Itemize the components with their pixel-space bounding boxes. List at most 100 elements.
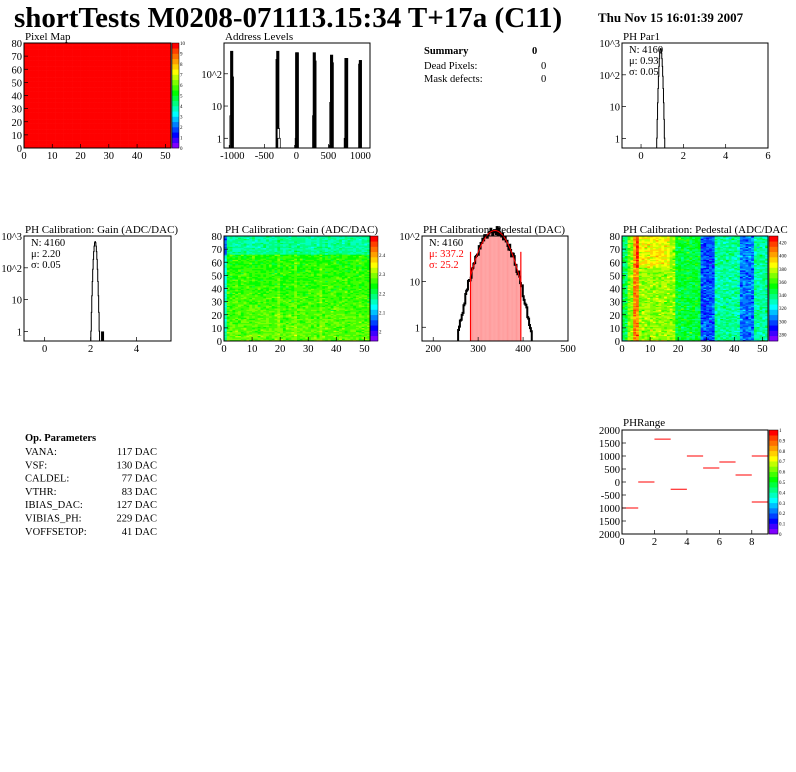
heatmap-cell	[91, 128, 95, 130]
heatmap-cell	[117, 50, 121, 53]
heatmap-cell	[43, 60, 47, 62]
heatmap-cell	[97, 120, 101, 123]
heatmap-cell	[122, 136, 127, 138]
heatmap-cell	[128, 43, 132, 45]
heatmap-cell	[49, 62, 53, 65]
heatmap-cell	[97, 62, 101, 65]
heatmap-cell	[40, 75, 45, 78]
heatmap-cell	[89, 83, 93, 86]
heatmap-cell	[125, 142, 129, 145]
heatmap-cell	[117, 74, 121, 77]
heatmap-cell	[49, 43, 53, 45]
heatmap-cell	[77, 78, 81, 81]
heatmap-cell	[103, 44, 107, 46]
heatmap-cell	[77, 92, 81, 95]
heatmap-cell	[128, 119, 132, 121]
heatmap-cell	[100, 66, 104, 69]
heatmap-cell	[114, 121, 118, 124]
heatmap-cell	[72, 125, 76, 128]
heatmap-cell	[103, 73, 107, 75]
heatmap-cell	[105, 130, 110, 133]
heatmap-cell	[69, 140, 73, 142]
heatmap-cell	[72, 132, 76, 134]
heatmap-cell	[52, 107, 56, 109]
heatmap-cell	[125, 53, 129, 56]
stats-entries: N: 4160	[629, 45, 663, 56]
heatmap-cell	[38, 130, 42, 133]
heatmap-cell	[120, 108, 124, 111]
heatmap-cell	[24, 109, 28, 112]
y-tick-label: 10^2	[599, 71, 620, 82]
heatmap-cell	[43, 85, 47, 87]
heatmap-cell	[120, 127, 124, 129]
heatmap-cell	[46, 85, 50, 87]
heatmap-cell	[105, 77, 110, 79]
heatmap-cell	[117, 108, 121, 111]
heatmap-cell	[122, 62, 127, 65]
heatmap-cell	[74, 119, 79, 121]
heatmap-cell	[32, 50, 36, 53]
heatmap-cell	[49, 121, 53, 124]
heatmap-cell	[120, 78, 124, 81]
heatmap-cell	[100, 141, 104, 144]
heatmap-cell	[77, 85, 81, 87]
heatmap-cell	[55, 95, 59, 98]
heatmap-cell	[83, 54, 87, 57]
heatmap-cell	[125, 44, 129, 46]
heatmap-cell	[38, 61, 42, 63]
heatmap-cell	[63, 77, 67, 79]
heatmap-cell	[29, 98, 33, 100]
heatmap-cell	[120, 77, 124, 79]
heatmap-cell	[32, 123, 36, 125]
heatmap-cell	[60, 71, 64, 74]
heatmap-cell	[128, 92, 132, 95]
heatmap-cell	[46, 144, 50, 146]
heatmap-cell	[111, 100, 115, 103]
heatmap-cell	[40, 109, 45, 112]
heatmap-cell	[57, 66, 62, 69]
heatmap-cell	[100, 67, 104, 70]
heatmap-cell	[74, 134, 79, 137]
heatmap-cell	[35, 137, 39, 140]
heatmap-cell	[32, 78, 36, 81]
heatmap-cell	[26, 69, 30, 71]
heatmap-cell	[128, 82, 132, 84]
heatmap-cell	[72, 141, 76, 144]
heatmap-cell	[94, 129, 98, 132]
heatmap-cell	[77, 43, 81, 45]
heatmap-cell	[55, 69, 59, 71]
heatmap-cell	[128, 58, 132, 61]
heatmap-cell	[80, 66, 84, 69]
heatmap-cell	[52, 112, 56, 115]
heatmap-cell	[97, 130, 101, 133]
colorbar-tick-label: 6	[180, 84, 183, 89]
heatmap-cell	[111, 50, 115, 53]
heatmap-cell	[128, 134, 132, 137]
heatmap-cell	[122, 95, 127, 98]
heatmap-cell	[77, 67, 81, 70]
heatmap-cell	[86, 106, 90, 108]
heatmap-cell	[74, 107, 79, 109]
heatmap-cell	[105, 48, 110, 50]
heatmap-cell	[35, 92, 39, 95]
heatmap-cell	[111, 73, 115, 75]
heatmap-cell	[120, 123, 124, 125]
heatmap-cell	[43, 71, 47, 74]
heatmap-cell	[35, 106, 39, 108]
heatmap-cell	[105, 123, 110, 125]
heatmap-cell	[108, 116, 112, 119]
heatmap-cell	[91, 133, 95, 136]
heatmap-cell	[131, 44, 135, 46]
heatmap-cell	[60, 95, 64, 98]
heatmap-cell	[60, 123, 64, 125]
heatmap-cell	[38, 83, 42, 86]
heatmap-cell	[69, 94, 73, 96]
heatmap-cell	[60, 120, 64, 123]
heatmap-cell	[63, 91, 67, 94]
heatmap-cell	[52, 61, 56, 63]
heatmap-cell	[24, 86, 28, 88]
heatmap-cell	[63, 115, 67, 117]
heatmap-cell	[131, 81, 135, 83]
heatmap-cell	[111, 54, 115, 57]
heatmap-cell	[52, 91, 56, 94]
